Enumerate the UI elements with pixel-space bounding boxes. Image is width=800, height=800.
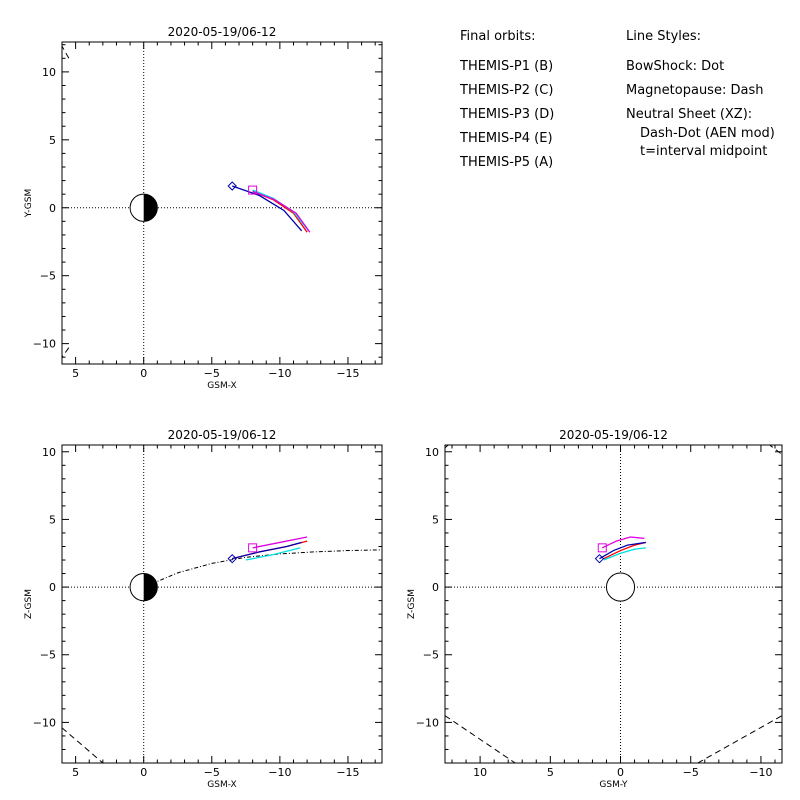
x-axis-label: GSM-X [207, 780, 236, 790]
y-axis-label: Y-GSM [24, 189, 34, 218]
earth-icon [605, 572, 636, 602]
legend-probe-3: THEMIS-P3 (D) [459, 107, 554, 122]
x-axis-label: GSM-X [207, 381, 236, 391]
magnetopause-segment [62, 45, 70, 59]
legend-probe-5: THEMIS-P5 (A) [459, 155, 553, 170]
legend-probe-4: THEMIS-P4 (E) [459, 131, 553, 146]
panel-title: 2020-05-19/06-12 [559, 428, 668, 442]
magnetopause-segment [62, 347, 70, 358]
x-axis-label: GSM-Y [599, 780, 628, 790]
neutral-sheet-line [143, 549, 382, 588]
y-tick-label: 10 [42, 446, 56, 459]
legend-probe-1: THEMIS-P1 (B) [459, 59, 553, 74]
panel-2: 2020-05-19/06-12 5 0 −5 −10 −15 10 5 0 −5 −10 GSM-X… [24, 428, 383, 790]
start-marker-diamond [594, 553, 605, 564]
legend-probe-2: THEMIS-P2 (C) [459, 83, 553, 98]
orbit-line-probe-3 [603, 547, 646, 561]
start-marker-diamond [227, 553, 237, 564]
legend-orbits-title: Final orbits: [460, 29, 536, 44]
plot-area [62, 536, 382, 763]
x-tick-label: −5 [683, 766, 699, 779]
y-tick-label: −5 [40, 270, 56, 283]
x-tick-label: 0 [617, 766, 624, 779]
legend-style-4: Dash-Dot (AEN mod) [640, 126, 775, 141]
y-axis-label: Z-GSM [24, 589, 34, 619]
magnetopause-segment [697, 715, 782, 763]
legend: Final orbits: THEMIS-P1 (B) THEMIS-P2 (C) T… [459, 29, 775, 170]
start-marker-square [597, 543, 607, 553]
y-tick-label: 0 [49, 581, 56, 594]
magnetopause-segment [62, 727, 104, 763]
plot-frame [61, 444, 383, 764]
orbit-line-probe-5 [252, 190, 311, 233]
plot-frame [444, 444, 783, 764]
panel-title: 2020-05-19/06-12 [168, 25, 277, 39]
y-tick-label: 10 [425, 446, 439, 459]
legend-style-2: Magnetopause: Dash [626, 83, 763, 98]
start-marker-diamond [227, 181, 237, 191]
x-tick-label: −10 [268, 367, 291, 380]
y-tick-label: 5 [432, 513, 439, 526]
x-tick-label: 5 [547, 766, 554, 779]
y-tick-label: −10 [416, 716, 439, 729]
magnetopause-segment [445, 445, 450, 449]
orbit-line-probe-4 [231, 185, 303, 232]
x-tick-label: −5 [204, 766, 220, 779]
x-tick-label: 5 [72, 766, 79, 779]
earth-night-side [143, 194, 158, 222]
orbit-line-probe-5 [252, 536, 308, 549]
plot-area [445, 445, 782, 763]
start-marker-square [248, 185, 258, 195]
orbit-line-probe-4 [599, 541, 646, 560]
plot-area [62, 45, 311, 358]
y-tick-label: −5 [423, 649, 439, 662]
magnetopause-segment [445, 715, 516, 763]
plot-frame [61, 41, 383, 365]
y-tick-label: 0 [432, 581, 439, 594]
orbit-line-probe-3 [245, 547, 301, 561]
legend-style-5: t=interval midpoint [640, 144, 767, 159]
magnetopause-segment [768, 445, 782, 455]
x-tick-label: −10 [749, 766, 772, 779]
y-tick-label: 5 [49, 134, 56, 147]
orbit-line-probe-1 [252, 190, 308, 233]
y-tick-label: −10 [33, 716, 56, 729]
orbit-line-probe-4 [232, 541, 302, 560]
x-tick-label: −15 [336, 367, 359, 380]
x-tick-label: 5 [72, 367, 79, 380]
x-tick-label: −5 [204, 367, 220, 380]
orbit-line-probe-5 [601, 536, 645, 549]
x-tick-label: −10 [268, 766, 291, 779]
earth-night-side [143, 573, 158, 601]
x-tick-label: 0 [140, 367, 147, 380]
y-axis-label: Z-GSM [407, 589, 417, 619]
panel-3: 2020-05-19/06-12 10 5 0 −5 −10 10 5 0 −5 −10 GSM-Y Z… [407, 428, 783, 790]
x-tick-label: 10 [473, 766, 487, 779]
panel-title: 2020-05-19/06-12 [168, 428, 277, 442]
start-marker-square [248, 543, 258, 553]
y-tick-label: −10 [33, 338, 56, 351]
orbit-line-probe-1 [603, 541, 646, 560]
y-tick-label: −5 [40, 649, 56, 662]
panel-1: 2020-05-19/06-12 5 0 −5 −10 −15 −10 −5 0 5 10 GSM-X… [24, 25, 383, 391]
x-tick-label: 0 [140, 766, 147, 779]
x-tick-label: −15 [336, 766, 359, 779]
legend-style-1: BowShock: Dot [626, 59, 724, 74]
y-tick-label: 5 [49, 513, 56, 526]
y-tick-label: 10 [42, 66, 56, 79]
legend-styles-title: Line Styles: [626, 29, 701, 44]
y-tick-label: 0 [49, 202, 56, 215]
legend-style-3: Neutral Sheet (XZ): [626, 107, 752, 122]
